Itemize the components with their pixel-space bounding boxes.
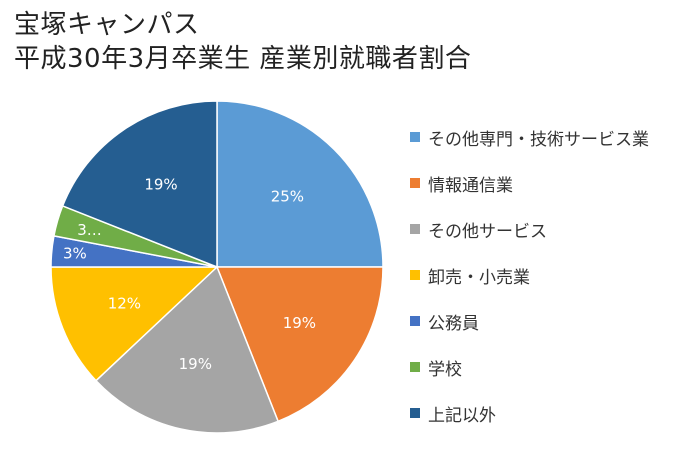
data-label-6: 3… bbox=[77, 221, 102, 239]
data-label-3: 19% bbox=[179, 355, 212, 373]
pie-slice-1 bbox=[216, 100, 384, 268]
data-label-4: 12% bbox=[108, 295, 141, 313]
legend-item-5: 公務員 bbox=[410, 298, 649, 344]
legend-label: 学校 bbox=[428, 359, 462, 380]
legend-item-6: 学校 bbox=[410, 344, 649, 390]
pie-slice-2 bbox=[215, 266, 384, 423]
chart-title-line-1: 宝塚キャンパス bbox=[14, 10, 200, 40]
legend-swatch bbox=[410, 132, 420, 142]
legend-label: 卸売・小売業 bbox=[428, 267, 530, 288]
legend-item-2: 情報通信業 bbox=[410, 160, 649, 206]
pie-slice-4 bbox=[50, 266, 219, 382]
legend-item-7: 上記以外 bbox=[410, 390, 649, 436]
legend-label: 情報通信業 bbox=[428, 175, 513, 196]
legend-swatch bbox=[410, 224, 420, 234]
data-label-2: 19% bbox=[283, 314, 316, 332]
pie-slice-3 bbox=[94, 265, 280, 434]
legend-item-4: 卸売・小売業 bbox=[410, 252, 649, 298]
legend-swatch bbox=[410, 270, 420, 280]
legend-swatch bbox=[410, 362, 420, 372]
data-label-5: 3% bbox=[63, 245, 87, 263]
legend-label: 公務員 bbox=[428, 313, 479, 334]
legend-label: その他サービス bbox=[428, 221, 547, 242]
data-label-1: 25% bbox=[271, 188, 304, 206]
chart-legend: その他専門・技術サービス業 情報通信業その他サービス 卸売・小売業 公務員学校上記以外 bbox=[410, 114, 649, 436]
legend-swatch bbox=[410, 316, 420, 326]
chart-title: 宝塚キャンパス 平成30年3月卒業生 産業別就職者割合 bbox=[14, 8, 471, 76]
legend-item-1: その他専門・技術サービス業 bbox=[410, 114, 649, 160]
legend-swatch bbox=[410, 408, 420, 418]
data-label-7: 19% bbox=[144, 176, 177, 194]
legend-label: その他専門・技術サービス業 bbox=[428, 129, 649, 150]
pie-slice-7 bbox=[61, 100, 218, 269]
legend-swatch bbox=[410, 178, 420, 188]
legend-label: 上記以外 bbox=[428, 405, 496, 426]
chart-title-line-2: 平成30年3月卒業生 産業別就職者割合 bbox=[14, 44, 472, 74]
legend-item-3: その他サービス bbox=[410, 206, 649, 252]
